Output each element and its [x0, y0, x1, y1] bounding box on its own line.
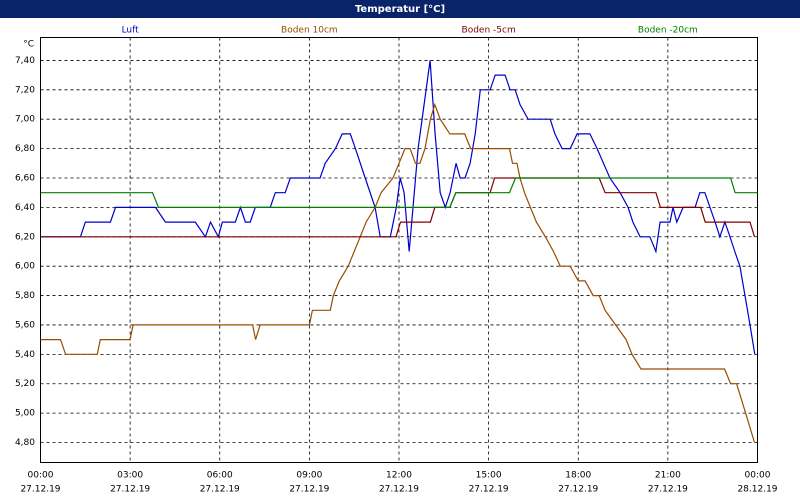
chart-title: Temperatur [°C] — [355, 4, 445, 15]
legend-entry: Luft — [122, 26, 140, 36]
x-tick-date: 27.12.19 — [558, 485, 598, 495]
legend-entry: Boden -20cm — [638, 26, 698, 36]
x-tick-label: 15:00 — [476, 471, 502, 481]
x-tick-label: 06:00 — [207, 471, 233, 481]
x-tick-date: 27.12.19 — [379, 485, 419, 495]
x-tick-date: 27.12.19 — [20, 485, 60, 495]
y-tick-label: 4,80 — [15, 438, 35, 448]
x-tick-date: 27.12.19 — [110, 485, 150, 495]
y-tick-label: 7,00 — [15, 115, 35, 125]
y-tick-label: 7,20 — [15, 85, 35, 95]
y-tick-label: 6,00 — [15, 262, 35, 272]
x-tick-date: 27.12.19 — [200, 485, 240, 495]
y-axis-unit: °C — [23, 40, 34, 50]
data-line — [40, 177, 756, 238]
y-tick-label: 5,20 — [15, 379, 35, 389]
x-tick-label: 21:00 — [655, 471, 681, 481]
x-tick-label: 12:00 — [386, 471, 412, 481]
y-tick-label: 5,80 — [15, 291, 35, 301]
x-tick-date: 27.12.19 — [289, 485, 329, 495]
legend-entry: Boden -5cm — [462, 26, 516, 36]
x-tick-label: 00:00 — [28, 471, 54, 481]
data-line — [40, 102, 756, 443]
y-tick-label: 6,80 — [15, 144, 35, 154]
y-tick-label: 5,40 — [15, 350, 35, 360]
data-line — [40, 177, 758, 208]
x-tick-date: 27.12.19 — [648, 485, 688, 495]
x-tick-date: 28.12.19 — [737, 485, 777, 495]
y-tick-label: 6,20 — [15, 232, 35, 242]
x-tick-label: 03:00 — [117, 471, 143, 481]
x-tick-label: 09:00 — [296, 471, 322, 481]
x-tick-label: 00:00 — [745, 471, 771, 481]
legend-entry: Boden 10cm — [281, 26, 338, 36]
y-tick-label: 7,40 — [15, 56, 35, 66]
y-tick-label: 6,40 — [15, 203, 35, 213]
data-line — [40, 60, 756, 355]
y-tick-label: 5,00 — [15, 409, 35, 419]
title-bar — [0, 0, 800, 18]
y-tick-label: 5,60 — [15, 320, 35, 330]
y-tick-label: 6,60 — [15, 173, 35, 183]
x-tick-label: 18:00 — [565, 471, 591, 481]
x-tick-date: 27.12.19 — [469, 485, 509, 495]
